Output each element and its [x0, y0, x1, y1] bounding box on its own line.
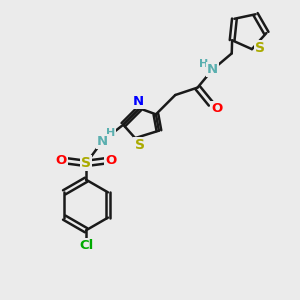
Text: N: N	[97, 135, 108, 148]
Text: O: O	[211, 102, 223, 115]
Text: O: O	[56, 154, 67, 167]
Text: S: S	[135, 138, 145, 152]
Text: H: H	[200, 59, 209, 69]
Text: N: N	[207, 63, 218, 76]
Text: H: H	[106, 128, 116, 138]
Text: S: S	[81, 156, 91, 170]
Text: S: S	[255, 41, 265, 55]
Text: Cl: Cl	[79, 239, 93, 252]
Text: N: N	[133, 95, 144, 108]
Text: O: O	[105, 154, 117, 167]
